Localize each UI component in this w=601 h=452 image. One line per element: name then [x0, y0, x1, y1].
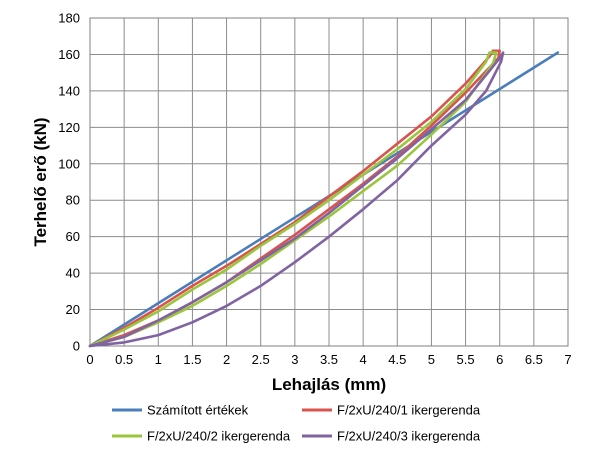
x-tick-label: 0.5	[115, 352, 133, 367]
series-line-4	[88, 51, 505, 348]
legend-label-2: F/2xU/240/1 ikergerenda	[337, 403, 481, 418]
x-tick-label: 1	[155, 352, 162, 367]
plot-area-frame	[89, 17, 569, 347]
x-tick-label: 0	[86, 352, 93, 367]
y-tick-label: 80	[66, 193, 80, 208]
gridlines	[89, 17, 569, 347]
legend-label-3: F/2xU/240/2 ikergerenda	[147, 429, 291, 444]
x-tick-labels: 0 0.5 1 1.5 2 2.5 3 3.5 4 4.5 5 5.5 6 6.5 7	[86, 352, 571, 367]
x-tick-label: 5.5	[457, 352, 475, 367]
x-axis-title: Lehajlás (mm)	[272, 375, 386, 394]
x-tick-label: 2	[223, 352, 230, 367]
x-tick-label: 1.5	[183, 352, 201, 367]
y-tick-label: 0	[73, 339, 80, 354]
y-tick-label: 140	[58, 83, 80, 98]
x-tick-label: 4.5	[388, 352, 406, 367]
x-tick-label: 3.5	[320, 352, 338, 367]
y-tick-labels: 0 20 40 60 80 100 120 140 160 180	[58, 11, 80, 354]
y-tick-label: 60	[66, 229, 80, 244]
x-tick-label: 7	[564, 352, 571, 367]
legend-label-4: F/2xU/240/3 ikergerenda	[337, 429, 481, 444]
legend: Számított értékek F/2xU/240/1 ikergerenda…	[112, 403, 481, 444]
y-tick-label: 40	[66, 266, 80, 281]
y-tick-label: 160	[58, 47, 80, 62]
x-tick-label: 5	[428, 352, 435, 367]
x-tick-label: 4	[360, 352, 367, 367]
x-tick-label: 2.5	[252, 352, 270, 367]
y-tick-label: 100	[58, 156, 80, 171]
x-tick-label: 6	[496, 352, 503, 367]
y-tick-label: 180	[58, 11, 80, 26]
legend-label-1: Számított értékek	[147, 403, 249, 418]
series-line-3	[88, 51, 498, 348]
x-tick-label: 6.5	[525, 352, 543, 367]
y-axis-title: Terhelő erő (kN)	[31, 117, 50, 246]
y-tick-label: 20	[66, 302, 80, 317]
y-tick-label: 120	[58, 120, 80, 135]
series-layer	[88, 49, 560, 348]
x-tick-label: 3	[291, 352, 298, 367]
